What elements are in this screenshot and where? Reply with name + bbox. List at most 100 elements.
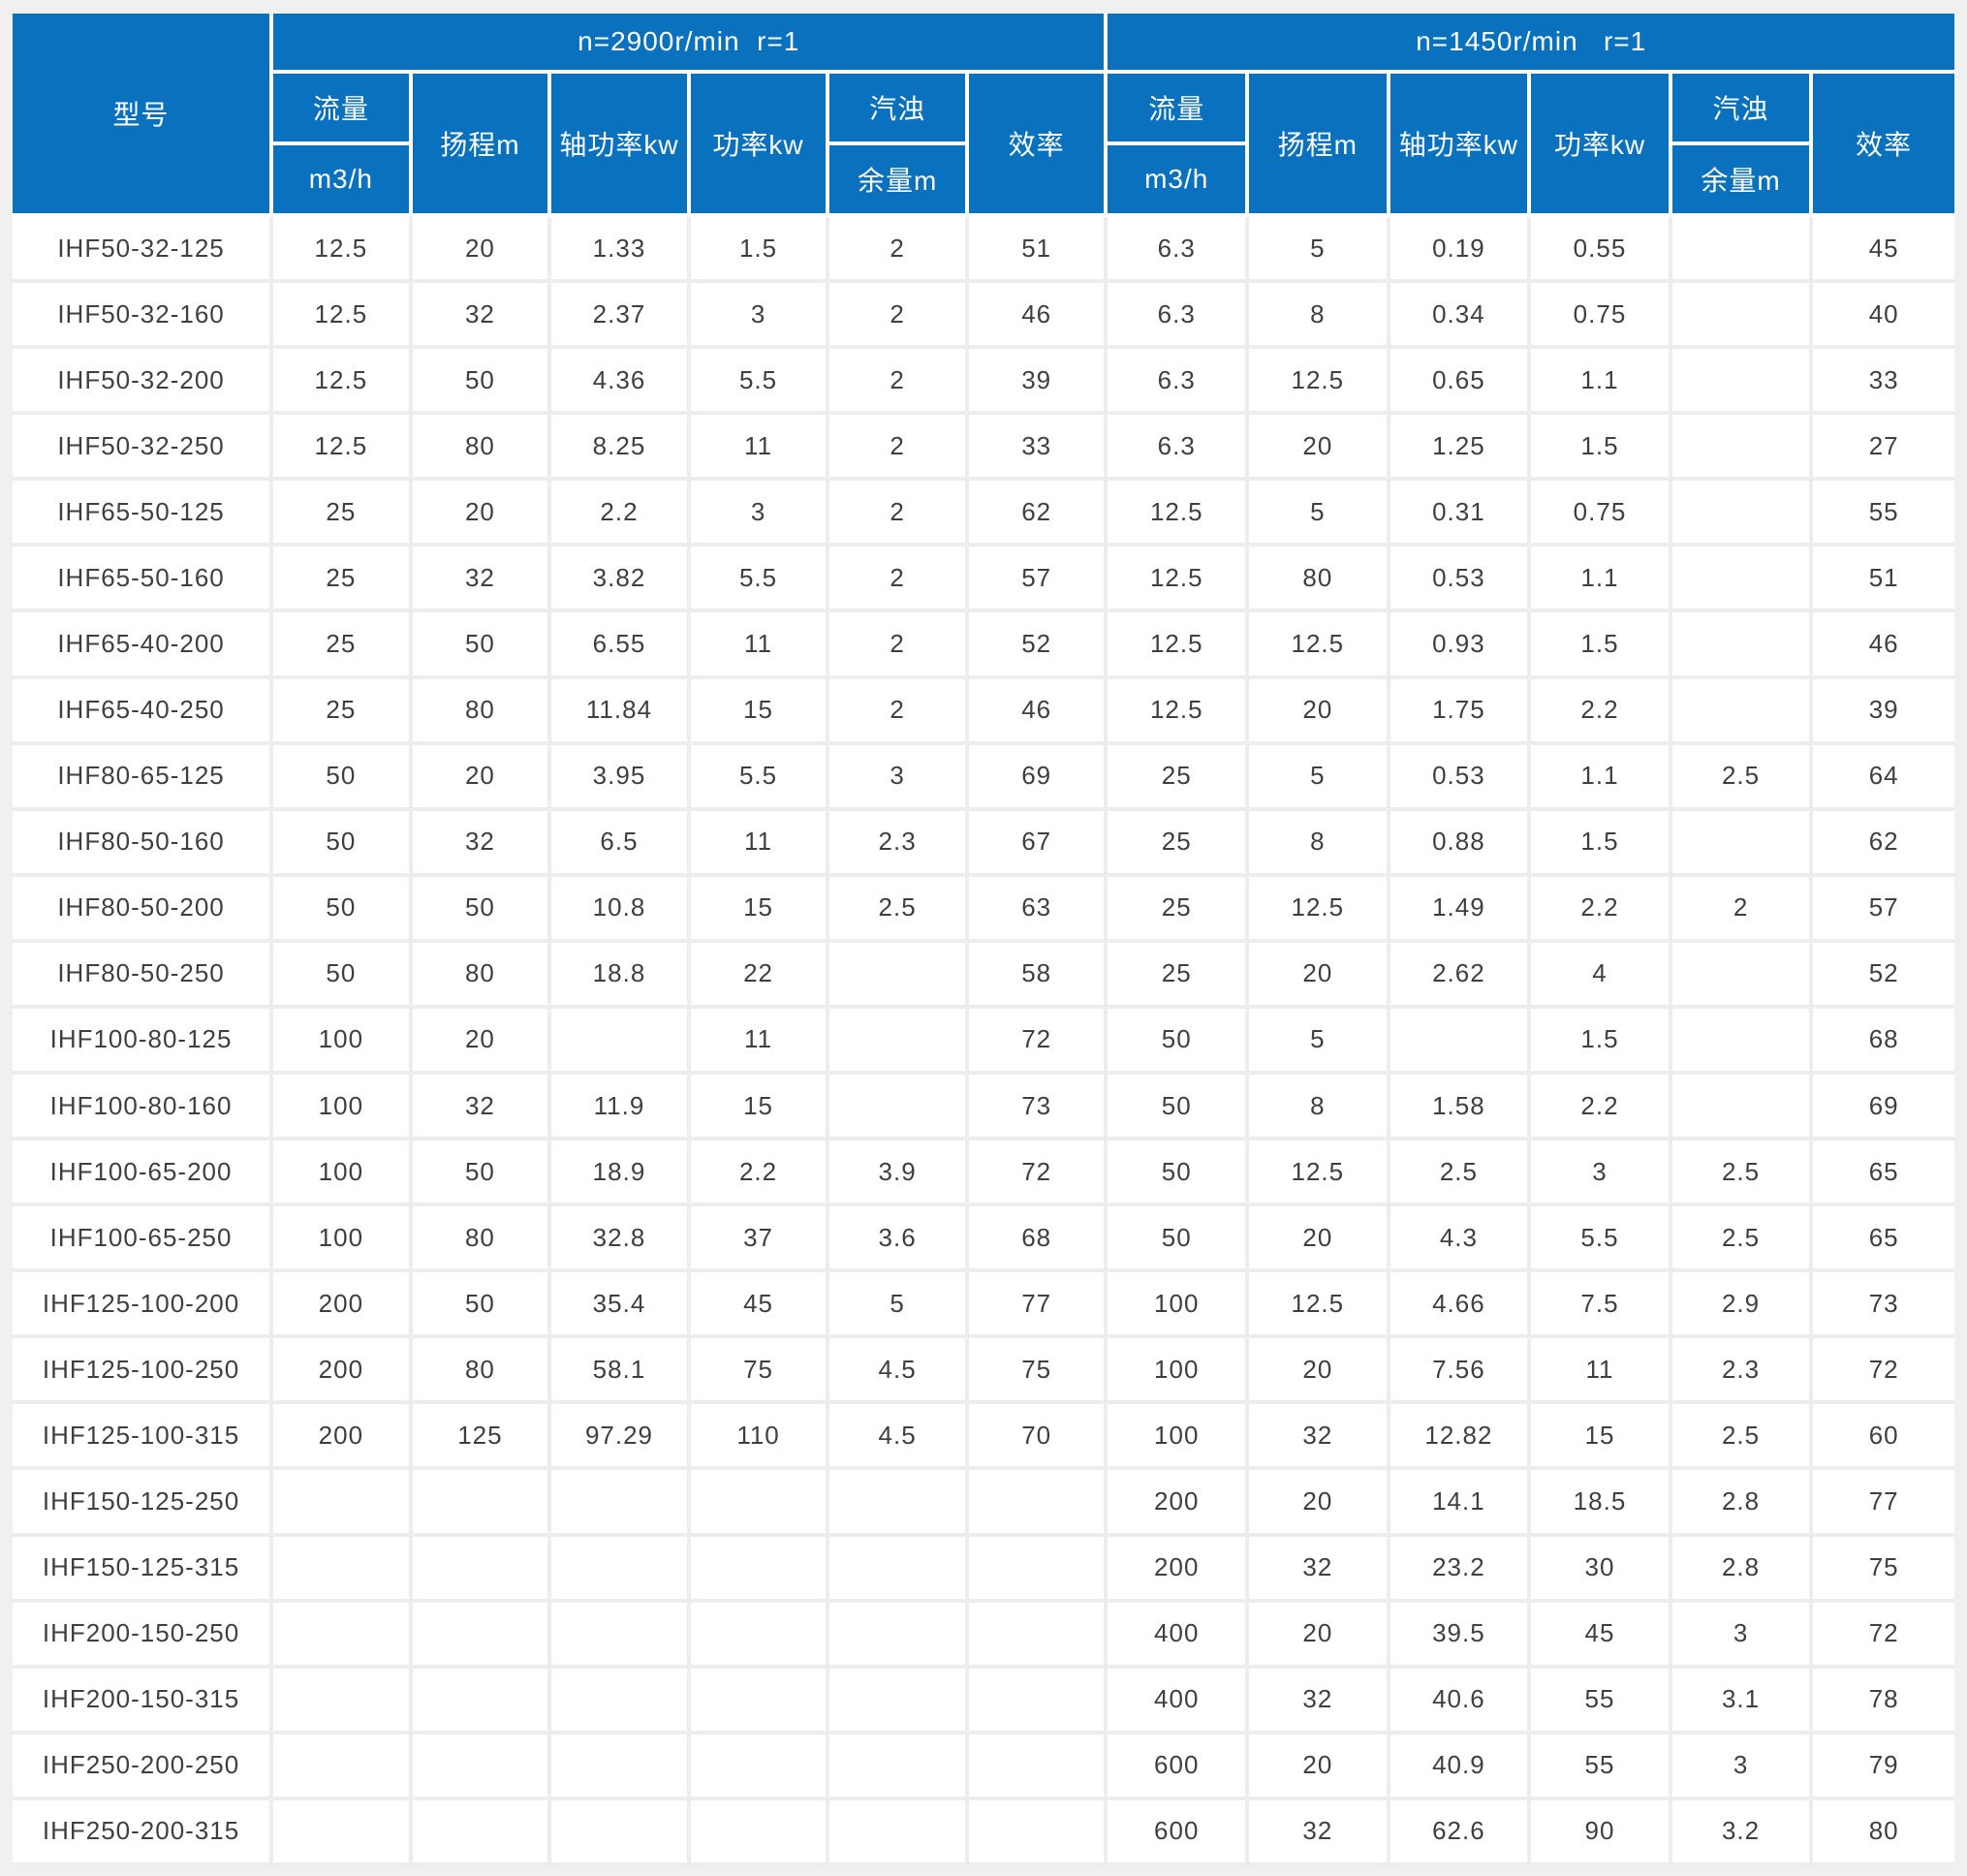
shaft-power-1450-cell: 0.31 — [1389, 481, 1532, 547]
flow-1450-cell: 12.5 — [1108, 612, 1250, 679]
efficiency-1450-cell: 52 — [1813, 942, 1954, 1009]
npsh-2900-cell: 2.3 — [829, 810, 969, 877]
power-1450-cell: 1.5 — [1531, 810, 1672, 877]
shaft-power-2900-cell: 3.95 — [551, 744, 691, 811]
shaft-power-2900-cell — [551, 1734, 691, 1800]
shaft-power-1450-cell: 0.88 — [1389, 810, 1532, 877]
flow-2900-cell: 25 — [273, 612, 413, 679]
npsh-2900-cell: 2 — [829, 678, 969, 745]
model-cell: IHF100-80-160 — [13, 1075, 274, 1141]
head-2900-cell — [412, 1799, 552, 1866]
npsh-1450-cell: 2.5 — [1671, 744, 1814, 811]
npsh-1450-cell: 2.9 — [1671, 1272, 1814, 1339]
flow-2900-cell: 25 — [273, 547, 413, 613]
col-power-1450: 功率kw — [1531, 74, 1672, 217]
power-1450-cell: 1.5 — [1531, 612, 1672, 679]
flow-2900-cell: 200 — [273, 1272, 413, 1339]
shaft-power-2900-cell: 11.9 — [551, 1075, 691, 1141]
flow-2900-cell — [273, 1470, 413, 1537]
efficiency-2900-cell: 39 — [968, 349, 1108, 416]
shaft-power-2900-cell — [551, 1008, 691, 1076]
table-row: IHF50-32-160 12.5 32 2.37 3 2 46 6.3 8 0… — [13, 283, 1954, 350]
head-1450-cell: 20 — [1249, 1602, 1390, 1669]
efficiency-1450-cell: 60 — [1813, 1404, 1954, 1471]
col-shaft-power-1450: 轴功率kw — [1389, 74, 1532, 217]
npsh-1450-cell — [1671, 415, 1814, 482]
head-1450-cell: 32 — [1249, 1668, 1390, 1735]
shaft-power-1450-cell: 0.93 — [1389, 612, 1532, 679]
model-cell: IHF250-200-315 — [13, 1799, 274, 1866]
shaft-power-2900-cell: 1.33 — [551, 217, 691, 284]
flow-2900-cell: 100 — [273, 1075, 413, 1141]
head-1450-cell: 20 — [1249, 1338, 1390, 1405]
flow-2900-cell — [273, 1668, 413, 1735]
table-row: IHF150-125-315 200 32 23.2 30 2.8 75 — [13, 1536, 1954, 1603]
flow-2900-cell — [273, 1602, 413, 1669]
power-1450-cell: 5.5 — [1531, 1206, 1672, 1273]
power-2900-cell — [690, 1734, 830, 1800]
flow-1450-cell: 50 — [1108, 1206, 1250, 1273]
flow-2900-cell — [273, 1536, 413, 1603]
shaft-power-2900-cell: 6.5 — [551, 810, 691, 877]
head-2900-cell: 50 — [412, 876, 552, 943]
efficiency-2900-cell: 62 — [968, 481, 1108, 547]
efficiency-1450-cell: 79 — [1813, 1734, 1954, 1800]
power-2900-cell — [690, 1470, 830, 1537]
col-head-2900: 扬程m — [412, 74, 552, 217]
shaft-power-1450-cell: 0.34 — [1389, 283, 1532, 350]
flow-1450-cell: 600 — [1108, 1799, 1250, 1866]
power-1450-cell: 18.5 — [1531, 1470, 1672, 1537]
npsh-2900-cell: 5 — [829, 1272, 969, 1339]
table-row: IHF150-125-250 200 20 14.1 18.5 2.8 77 — [13, 1470, 1954, 1537]
shaft-power-1450-cell: 0.65 — [1389, 349, 1532, 416]
flow-1450-cell: 400 — [1108, 1668, 1250, 1735]
head-2900-cell: 80 — [412, 1338, 552, 1405]
efficiency-2900-cell — [968, 1799, 1108, 1866]
head-1450-cell: 5 — [1249, 481, 1390, 547]
model-column-header: 型号 — [13, 14, 274, 217]
npsh-1450-cell — [1671, 547, 1814, 613]
power-1450-cell: 0.75 — [1531, 481, 1672, 547]
shaft-power-2900-cell: 18.8 — [551, 942, 691, 1009]
model-cell: IHF100-65-200 — [13, 1141, 274, 1207]
efficiency-2900-cell: 69 — [968, 744, 1108, 811]
power-1450-cell: 7.5 — [1531, 1272, 1672, 1339]
shaft-power-1450-cell: 0.53 — [1389, 547, 1532, 613]
head-2900-cell: 20 — [412, 481, 552, 547]
table-row: IHF65-50-125 25 20 2.2 3 2 62 12.5 5 0.3… — [13, 481, 1954, 547]
model-cell: IHF50-32-200 — [13, 349, 274, 416]
col-npsh-label-1450: 汽浊 — [1671, 74, 1814, 145]
shaft-power-1450-cell — [1389, 1008, 1532, 1076]
model-cell: IHF200-150-315 — [13, 1668, 274, 1735]
flow-2900-cell: 12.5 — [273, 283, 413, 350]
shaft-power-2900-cell: 3.82 — [551, 547, 691, 613]
power-2900-cell: 11 — [690, 1008, 830, 1076]
power-2900-cell: 15 — [690, 876, 830, 943]
head-2900-cell: 80 — [412, 415, 552, 482]
power-1450-cell: 3 — [1531, 1141, 1672, 1207]
flow-1450-cell: 100 — [1108, 1272, 1250, 1339]
model-cell: IHF65-50-160 — [13, 547, 274, 613]
shaft-power-1450-cell: 12.82 — [1389, 1404, 1532, 1471]
head-1450-cell: 12.5 — [1249, 612, 1390, 679]
efficiency-1450-cell: 69 — [1813, 1075, 1954, 1141]
power-1450-cell: 15 — [1531, 1404, 1672, 1471]
npsh-1450-cell — [1671, 810, 1814, 877]
shaft-power-2900-cell: 8.25 — [551, 415, 691, 482]
col-shaft-power-2900: 轴功率kw — [551, 74, 691, 217]
power-2900-cell: 5.5 — [690, 744, 830, 811]
power-1450-cell: 0.75 — [1531, 283, 1672, 350]
efficiency-1450-cell: 73 — [1813, 1272, 1954, 1339]
power-2900-cell — [690, 1602, 830, 1669]
shaft-power-1450-cell: 40.9 — [1389, 1734, 1532, 1800]
section-header-1450: n=1450r/min r=1 — [1108, 14, 1954, 74]
flow-1450-cell: 12.5 — [1108, 547, 1250, 613]
head-1450-cell: 20 — [1249, 942, 1390, 1009]
head-1450-cell: 80 — [1249, 547, 1390, 613]
shaft-power-2900-cell — [551, 1799, 691, 1866]
npsh-1450-cell: 2.5 — [1671, 1141, 1814, 1207]
shaft-power-1450-cell: 23.2 — [1389, 1536, 1532, 1603]
shaft-power-1450-cell: 1.49 — [1389, 876, 1532, 943]
table-header: 型号 n=2900r/min r=1 n=1450r/min r=1 流量 扬程… — [13, 14, 1954, 217]
